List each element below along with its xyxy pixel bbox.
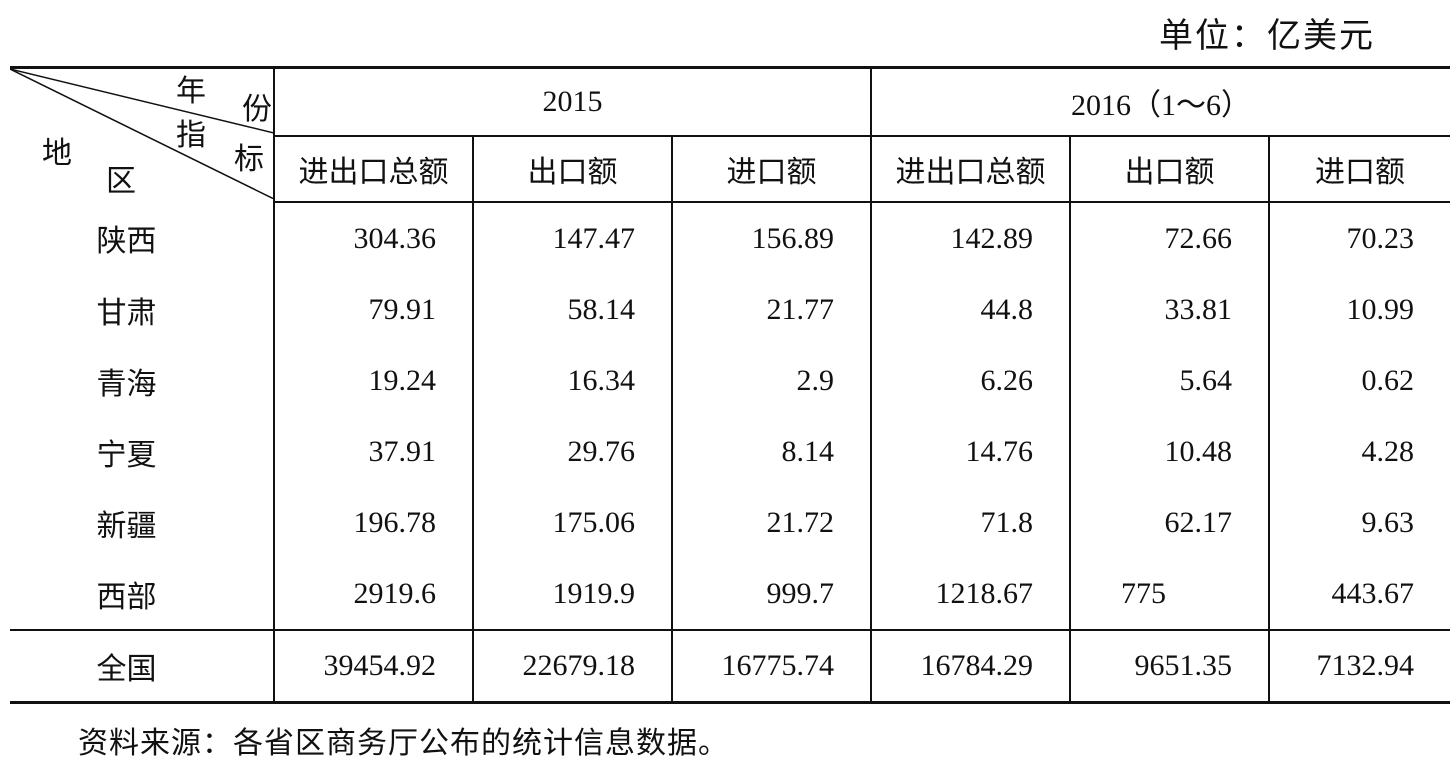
unit-label: 单位：亿美元 bbox=[1159, 18, 1375, 55]
corner-year-char1: 年 bbox=[176, 75, 206, 108]
cell-value: 16775.74 bbox=[670, 629, 872, 704]
table-row: 宁夏 37.91 29.76 8.14 14.76 10.48 4.28 bbox=[10, 416, 1451, 487]
cell-value: 44.8 bbox=[870, 274, 1071, 345]
header-row-years: 年 份 指 标 地 区 2015 2016（1～6） bbox=[10, 66, 1451, 202]
region-name: 甘肃 bbox=[96, 296, 157, 330]
cell-value: 304.36 bbox=[273, 202, 473, 274]
region-name: 宁夏 bbox=[96, 438, 157, 472]
cell-value: 72.66 bbox=[1069, 202, 1270, 274]
corner-indicator-char2: 标 bbox=[234, 143, 264, 176]
cell-value: 999.7 bbox=[670, 558, 872, 630]
cell-value: 443.67 bbox=[1268, 558, 1451, 630]
cell-value: 2919.6 bbox=[273, 558, 473, 630]
header-row-columns: 进出口总额 出口额 进口额 进出口总额 出口额 进口额 bbox=[10, 136, 1451, 203]
cell-value: 79.91 bbox=[273, 274, 473, 345]
cell-value: 19.24 bbox=[273, 345, 473, 416]
cell-value: 156.89 bbox=[670, 202, 872, 274]
region-name: 新疆 bbox=[96, 509, 157, 543]
col-header-export-2015: 出口额 bbox=[472, 136, 672, 203]
table-row: 青海 19.24 16.34 2.9 6.26 5.64 0.62 bbox=[10, 345, 1451, 416]
source-note: 资料来源：各省区商务厅公布的统计信息数据。 bbox=[78, 727, 729, 760]
cell-value: 1218.67 bbox=[870, 558, 1071, 630]
cell-value: 142.89 bbox=[870, 202, 1071, 274]
cell-value: 9651.35 bbox=[1069, 629, 1270, 704]
cell-value: 10.99 bbox=[1268, 274, 1451, 345]
table-row: 新疆 196.78 175.06 21.72 71.8 62.17 9.63 bbox=[10, 487, 1451, 558]
cell-value: 4.28 bbox=[1268, 416, 1451, 487]
cell-value: 22679.18 bbox=[472, 629, 672, 704]
cell-value: 7132.94 bbox=[1268, 629, 1451, 704]
cell-value: 10.48 bbox=[1069, 416, 1270, 487]
cell-value: 21.72 bbox=[670, 487, 872, 558]
corner-header: 年 份 指 标 地 区 bbox=[10, 66, 274, 202]
cell-value: 37.91 bbox=[273, 416, 473, 487]
year-header-2015: 2015 bbox=[272, 66, 872, 137]
cell-value: 16784.29 bbox=[870, 629, 1071, 704]
region-name: 陕西 bbox=[96, 225, 157, 258]
cell-value: 9.63 bbox=[1268, 487, 1451, 558]
col-header-import-2016: 进口额 bbox=[1268, 136, 1451, 203]
cell-value: 196.78 bbox=[273, 487, 473, 558]
cell-value: 147.47 bbox=[472, 202, 672, 274]
corner-year-char2: 份 bbox=[242, 93, 272, 126]
col-header-import-2015: 进口额 bbox=[670, 136, 872, 203]
table-row: 西部 2919.6 1919.9 999.7 1218.67 775 443.6… bbox=[10, 558, 1451, 630]
region-name: 青海 bbox=[96, 367, 157, 401]
cell-value: 6.26 bbox=[870, 345, 1071, 416]
table-row: 甘肃 79.91 58.14 21.77 44.8 33.81 10.99 bbox=[10, 274, 1451, 345]
cell-value: 21.77 bbox=[670, 274, 872, 345]
cell-value: 16.34 bbox=[472, 345, 672, 416]
year-header-2016: 2016（1～6） bbox=[870, 66, 1451, 137]
region-name: 西部 bbox=[96, 580, 157, 614]
cell-value: 5.64 bbox=[1069, 345, 1270, 416]
col-header-total-2015: 进出口总额 bbox=[273, 136, 473, 203]
cell-value: 1919.9 bbox=[472, 558, 672, 630]
col-header-export-2016: 出口额 bbox=[1069, 136, 1270, 203]
corner-region-char2: 区 bbox=[106, 165, 136, 198]
region-name: 全国 bbox=[10, 629, 274, 704]
cell-value: 58.14 bbox=[472, 274, 672, 345]
cell-value: 33.81 bbox=[1069, 274, 1270, 345]
cell-value: 0.62 bbox=[1268, 345, 1451, 416]
cell-value: 775 bbox=[1069, 558, 1270, 630]
cell-value: 175.06 bbox=[472, 487, 672, 558]
cell-value: 39454.92 bbox=[273, 629, 473, 704]
corner-indicator-char1: 指 bbox=[176, 119, 206, 152]
corner-diagonals bbox=[10, 69, 274, 199]
cell-value: 14.76 bbox=[870, 416, 1071, 487]
table-row: 陕西 304.36 147.47 156.89 142.89 72.66 70.… bbox=[10, 202, 1451, 274]
cell-value: 70.23 bbox=[1268, 202, 1451, 274]
cell-value: 8.14 bbox=[670, 416, 872, 487]
col-header-total-2016: 进出口总额 bbox=[870, 136, 1071, 203]
cell-value: 2.9 bbox=[670, 345, 872, 416]
cell-value: 62.17 bbox=[1069, 487, 1270, 558]
trade-table: 年 份 指 标 地 区 2015 2016（1～6） 进出口总额 出口额 进口额… bbox=[10, 66, 1451, 704]
total-row: 全国 39454.92 22679.18 16775.74 16784.29 9… bbox=[10, 629, 1451, 704]
corner-region-char1: 地 bbox=[42, 137, 72, 170]
cell-value: 29.76 bbox=[472, 416, 672, 487]
cell-value: 71.8 bbox=[870, 487, 1071, 558]
